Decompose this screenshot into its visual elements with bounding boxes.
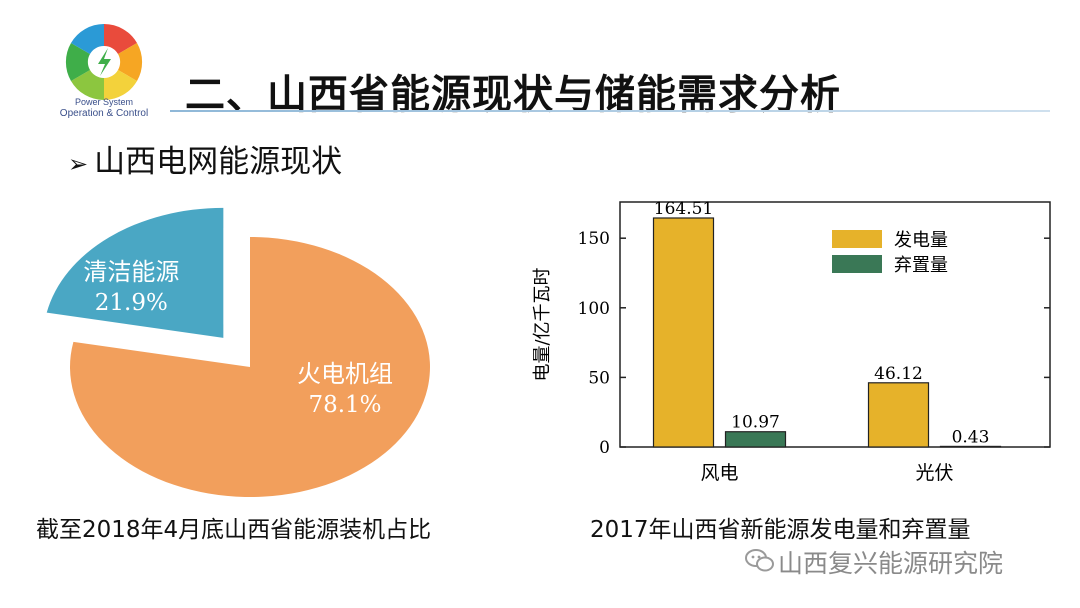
pie-value-thermal: 78.1% — [308, 392, 381, 418]
bar-0-0 — [652, 217, 715, 448]
bar-0-1 — [724, 431, 787, 448]
x-category-label: 风电 — [700, 462, 738, 484]
pie-label-thermal: 火电机组 — [297, 360, 393, 388]
y-tick-label: 150 — [578, 229, 610, 249]
pie-label-clean-energy: 清洁能源 — [83, 258, 179, 286]
legend-swatch — [832, 255, 882, 273]
x-category-label: 光伏 — [915, 462, 953, 484]
title-divider — [170, 110, 1050, 112]
y-tick-label: 50 — [588, 368, 610, 388]
bar-chart-caption: 2017年山西省新能源发电量和弃置量 — [590, 517, 971, 543]
power-system-logo — [65, 23, 143, 101]
watermark-text: 山西复兴能源研究院 — [778, 549, 1004, 578]
bar-1-1 — [939, 445, 1002, 448]
legend-label: 发电量 — [894, 230, 948, 251]
bar-value-label-0-0: 164.51 — [654, 199, 713, 219]
bar-value-label-0-1: 10.97 — [731, 413, 780, 433]
wechat-icon — [745, 549, 774, 572]
plot-frame — [619, 201, 1051, 448]
pie-slice-clean-energy — [46, 207, 224, 338]
bar-chart: 0 50 100 150 电量/亿千瓦时 164.51 10.97 风电 46.12 0.43 光伏… — [532, 199, 1051, 484]
bar-value-label-1-1: 0.43 — [952, 427, 990, 447]
bar-value-label-1-0: 46.12 — [874, 364, 923, 384]
logo-text-line-2: Operation & Control — [59, 108, 149, 119]
logo-text-line-1: Power System — [74, 97, 134, 107]
pie-slice-thermal — [69, 237, 430, 497]
section-heading: ➢ 山西电网能源现状 — [68, 136, 342, 181]
pie-chart-caption: 截至2018年4月底山西省能源装机占比 — [36, 517, 432, 543]
y-tick-label: 0 — [599, 438, 610, 458]
pie-value-clean-energy: 21.9% — [95, 290, 168, 316]
legend-swatch — [832, 230, 882, 248]
pie-chart: 清洁能源 21.9% 火电机组 78.1% — [46, 207, 430, 497]
section-heading-text: 山西电网能源现状 — [94, 144, 343, 180]
y-axis-label: 电量/亿千瓦时 — [532, 267, 553, 381]
bar-1-0 — [867, 382, 930, 448]
y-tick-label: 100 — [578, 299, 610, 319]
legend-label: 弃置量 — [894, 255, 948, 276]
arrow-bullet-icon: ➢ — [68, 150, 89, 178]
